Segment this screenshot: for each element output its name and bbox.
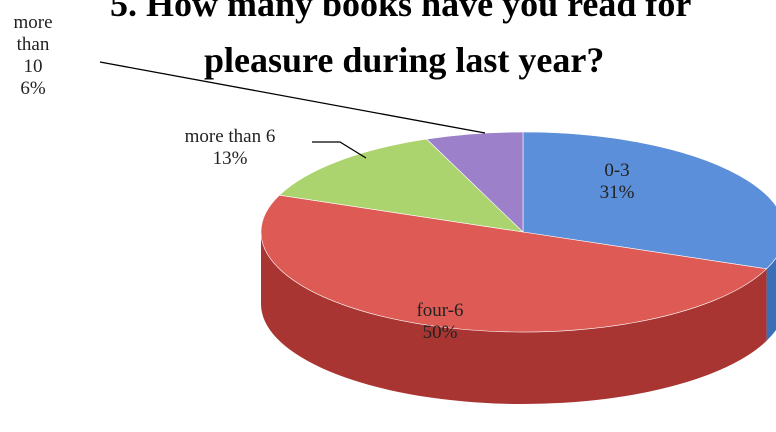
value-label: 31% xyxy=(599,182,635,203)
value-label: 6% xyxy=(20,78,46,99)
pie-slice xyxy=(278,138,524,233)
value-label: 50% xyxy=(422,322,458,343)
data-label: four-6 50% xyxy=(380,300,500,344)
data-label: more than 10 6% xyxy=(8,12,58,100)
category-label: four-6 xyxy=(416,300,464,321)
category-label: more than 6 xyxy=(184,126,276,147)
pie xyxy=(260,131,776,404)
pie-slice xyxy=(425,131,524,233)
chart-title: pleasure during last year? xyxy=(204,40,604,80)
category-label: more than 10 xyxy=(13,12,53,77)
pie-side xyxy=(766,257,776,341)
value-label: 13% xyxy=(212,148,248,169)
pie-slice xyxy=(522,131,776,270)
leader-line xyxy=(312,141,367,159)
chart-title: 5. How many books have you read for xyxy=(110,0,691,24)
data-label: more than 6 13% xyxy=(160,126,300,170)
pie-slice xyxy=(260,194,768,333)
data-label: 0-3 31% xyxy=(572,160,662,204)
leader-line xyxy=(99,61,486,134)
category-label: 0-3 xyxy=(604,160,630,181)
pie-side xyxy=(261,232,767,404)
